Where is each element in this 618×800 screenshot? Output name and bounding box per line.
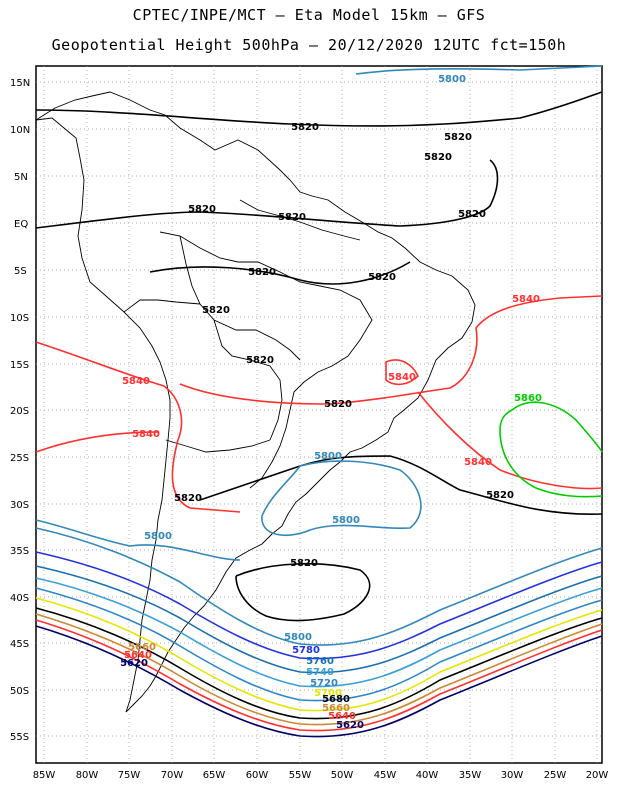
lon-label: 85W <box>33 770 56 781</box>
contour-label: 5820 <box>246 355 274 366</box>
lon-label: 40W <box>416 770 439 781</box>
contour-label: 5760 <box>306 656 334 667</box>
contour-label: 5800 <box>144 531 172 542</box>
contour-label: 5820 <box>424 152 452 163</box>
contour-label: 5820 <box>290 558 318 569</box>
lat-label: 40S <box>10 593 29 604</box>
lat-label: 5S <box>14 266 27 277</box>
lat-label: 10S <box>10 313 29 324</box>
contour-lines <box>35 65 603 738</box>
contour-label: 5800 <box>332 515 360 526</box>
map-frame <box>35 65 603 764</box>
lon-label: 20W <box>586 770 609 781</box>
lat-label: 15N <box>10 78 30 89</box>
lon-label: 80W <box>76 770 99 781</box>
chart-subtitle: Geopotential Height 500hPa – 20/12/2020 … <box>51 36 567 54</box>
contour-label: 5840 <box>512 294 540 305</box>
contour-label: 5680 <box>322 694 350 705</box>
lat-label: 15S <box>10 360 29 371</box>
coastline <box>35 91 476 713</box>
contour-label: 5840 <box>388 372 416 383</box>
contour-label: 5820 <box>324 399 352 410</box>
lon-label: 25W <box>544 770 567 781</box>
contour-label: 5840 <box>132 429 160 440</box>
lat-label: 50S <box>10 686 29 697</box>
lat-label: 10N <box>10 125 30 136</box>
contour-label: 5620 <box>336 720 364 731</box>
contour-label: 5820 <box>458 209 486 220</box>
contour-label: 5740 <box>306 667 334 678</box>
lat-label: 55S <box>10 732 29 743</box>
contour-label: 5800 <box>284 632 312 643</box>
contour-label: 5640 <box>328 711 356 722</box>
contour-label: 5820 <box>444 132 472 143</box>
chart-title: CPTEC/INPE/MCT – Eta Model 15km – GFS <box>132 6 486 24</box>
contour-label: 5860 <box>514 393 542 404</box>
contour-label: 5800 <box>438 74 466 85</box>
contour-label: 5820 <box>248 267 276 278</box>
lat-label: 25S <box>10 453 29 464</box>
lon-label: 50W <box>331 770 354 781</box>
lon-label: 60W <box>246 770 269 781</box>
contour-label: 5820 <box>486 490 514 501</box>
contour-label: 5840 <box>122 376 150 387</box>
contour-label: 5820 <box>174 493 202 504</box>
contour-label: 5620 <box>120 658 148 669</box>
lon-label: 55W <box>289 770 312 781</box>
contour-label: 5820 <box>368 272 396 283</box>
contour-label: 5660 <box>128 642 156 653</box>
contour-label: 5820 <box>188 204 216 215</box>
contour-label: 5820 <box>202 305 230 316</box>
contour-label: 5780 <box>292 645 320 656</box>
lat-label: EQ <box>14 219 28 230</box>
contour-label: 5800 <box>314 451 342 462</box>
lat-label: 35S <box>10 546 29 557</box>
lon-label: 75W <box>118 770 141 781</box>
contour-label: 5660 <box>322 703 350 714</box>
lon-label: 70W <box>161 770 184 781</box>
lon-label: 35W <box>459 770 482 781</box>
lat-label: 45S <box>10 639 29 650</box>
contour-label: 5640 <box>124 650 152 661</box>
contour-label: 5840 <box>464 457 492 468</box>
lat-label: 20S <box>10 406 29 417</box>
contour-label: 5820 <box>278 212 306 223</box>
contour-label: 5700 <box>314 688 342 699</box>
contour-label: 5820 <box>291 122 319 133</box>
lon-label: 45W <box>374 770 397 781</box>
lon-label: 65W <box>203 770 226 781</box>
lat-label: 5N <box>14 172 28 183</box>
lat-label: 30S <box>10 500 29 511</box>
lon-label: 30W <box>501 770 524 781</box>
contour-label: 5720 <box>310 678 338 689</box>
